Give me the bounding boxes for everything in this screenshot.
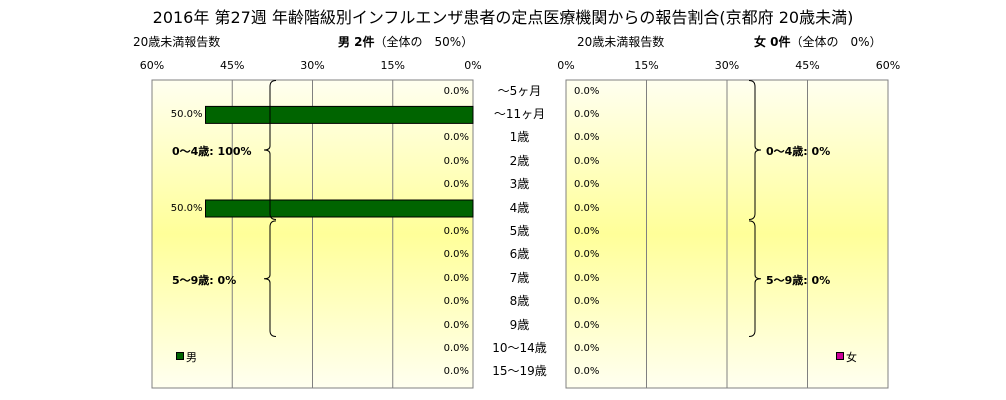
- group-brace: [748, 80, 762, 220]
- female-value-label: 0.0%: [574, 342, 600, 354]
- group-brace: [263, 220, 277, 337]
- left-summary: 男 2件（全体の 50%）: [338, 33, 473, 50]
- male-bar: [205, 105, 474, 124]
- age-category-label: 9歳: [509, 317, 530, 332]
- male-value-label: 0.0%: [443, 225, 469, 237]
- legend-female-swatch: [836, 352, 844, 360]
- age-category-label: 1歳: [509, 130, 530, 145]
- age-category-label: 10〜14歳: [492, 340, 547, 355]
- group-brace: [263, 80, 277, 220]
- male-value-label: 0.0%: [443, 366, 469, 378]
- age-category-label: 2歳: [509, 153, 530, 168]
- female-value-label: 0.0%: [574, 85, 600, 97]
- female-value-label: 0.0%: [574, 319, 600, 331]
- male-value-label: 0.0%: [443, 249, 469, 261]
- legend-male-label: 男: [186, 351, 197, 364]
- male-value-label: 0.0%: [443, 296, 469, 308]
- legend-male-swatch: [176, 352, 184, 360]
- right-x-tick: 60%: [875, 59, 901, 72]
- right-x-tick: 0%: [557, 59, 575, 72]
- legend-female: 女: [836, 349, 857, 365]
- female-age-group-label: 5〜9歳: 0%: [766, 273, 831, 287]
- right-summary: 女 0件（全体の 0%）: [754, 33, 882, 50]
- age-category-label: 15〜19歳: [492, 364, 547, 379]
- female-value-label: 0.0%: [574, 272, 600, 284]
- right-count-label: 20歳未満報告数: [577, 35, 665, 49]
- left-count-label: 20歳未満報告数: [133, 35, 221, 49]
- male-value-label: 0.0%: [443, 272, 469, 284]
- male-value-label: 50.0%: [170, 202, 203, 214]
- chart-title: 2016年 第27週 年齢階級別インフルエンザ患者の定点医療機関からの報告割合(…: [152, 8, 854, 27]
- left-x-tick: 60%: [139, 59, 165, 72]
- female-value-label: 0.0%: [574, 249, 600, 261]
- female-value-label: 0.0%: [574, 202, 600, 214]
- legend-male: 男: [176, 349, 197, 365]
- female-value-label: 0.0%: [574, 366, 600, 378]
- right-summary-sub: （全体の 0%）: [790, 35, 882, 49]
- right-x-tick: 45%: [795, 59, 820, 72]
- female-value-label: 0.0%: [574, 179, 600, 191]
- left-x-tick: 15%: [380, 59, 405, 72]
- age-category-label: 5歳: [509, 223, 530, 238]
- age-category-label: 〜11ヶ月: [493, 106, 546, 121]
- female-value-label: 0.0%: [574, 155, 600, 167]
- male-value-label: 0.0%: [443, 85, 469, 97]
- female-value-label: 0.0%: [574, 296, 600, 308]
- age-category-label: 8歳: [509, 294, 530, 309]
- right-x-tick: 30%: [714, 59, 740, 72]
- male-age-group-label: 5〜9歳: 0%: [172, 273, 237, 287]
- left-x-tick: 0%: [464, 59, 482, 72]
- age-category-label: 〜5ヶ月: [497, 83, 542, 98]
- age-category-label: 7歳: [509, 270, 530, 285]
- male-value-label: 0.0%: [443, 179, 469, 191]
- male-value-label: 0.0%: [443, 155, 469, 167]
- left-x-tick: 45%: [220, 59, 245, 72]
- age-category-label: 4歳: [509, 200, 530, 215]
- female-value-label: 0.0%: [574, 108, 600, 120]
- male-value-label: 50.0%: [170, 108, 203, 120]
- male-age-group-label: 0〜4歳: 100%: [172, 145, 252, 158]
- left-x-tick: 30%: [300, 59, 325, 72]
- left-summary-sub: （全体の 50%）: [374, 35, 474, 49]
- right-x-tick: 15%: [634, 59, 659, 72]
- male-value-label: 0.0%: [443, 132, 469, 144]
- female-value-label: 0.0%: [574, 225, 600, 237]
- age-category-label: 3歳: [509, 177, 530, 192]
- female-age-group-label: 0〜4歳: 0%: [766, 145, 831, 158]
- male-bar: [205, 199, 474, 218]
- male-value-label: 0.0%: [443, 342, 469, 354]
- left-summary-main: 男 2件: [338, 35, 375, 49]
- female-value-label: 0.0%: [574, 132, 600, 144]
- right-summary-main: 女 0件: [754, 35, 791, 49]
- group-brace: [748, 220, 762, 337]
- legend-female-label: 女: [846, 351, 857, 364]
- male-value-label: 0.0%: [443, 319, 469, 331]
- age-category-label: 6歳: [509, 247, 530, 262]
